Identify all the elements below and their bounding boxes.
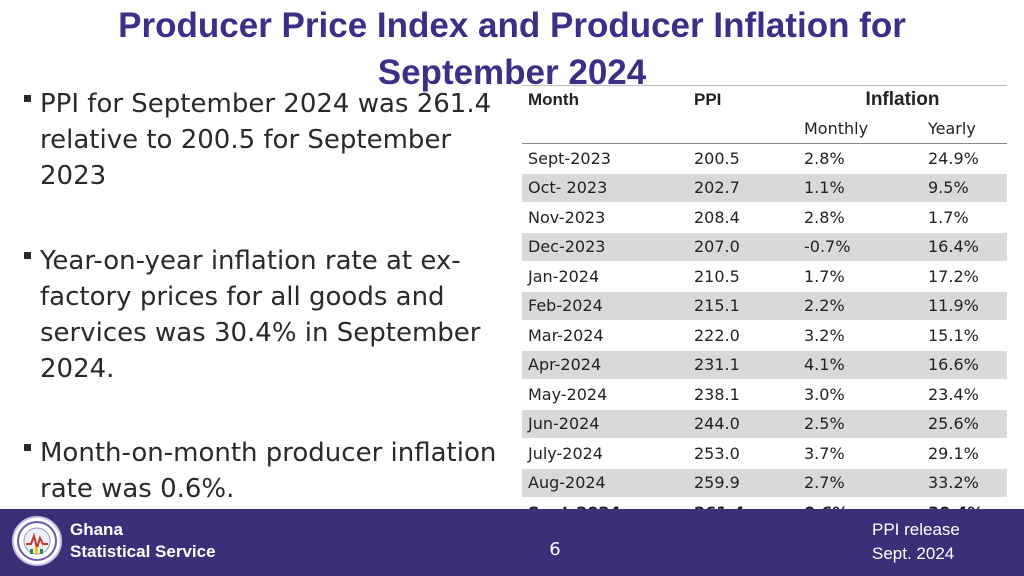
cell-yearly: 25.6% <box>922 409 1007 439</box>
cell-monthly: -0.7% <box>798 232 922 262</box>
bullet-item: Month-on-month producer inflation rate w… <box>24 435 524 507</box>
cell-month: Aug-2024 <box>522 468 688 498</box>
cell-yearly: 33.2% <box>922 468 1007 498</box>
cell-month: Dec-2023 <box>522 232 688 262</box>
release-label-line2: Sept. 2024 <box>872 544 955 563</box>
cell-ppi: 200.5 <box>688 143 798 174</box>
cell-month: Feb-2024 <box>522 291 688 321</box>
cell-yearly: 9.5% <box>922 173 1007 203</box>
cell-monthly: 2.7% <box>798 468 922 498</box>
cell-ppi: 253.0 <box>688 438 798 469</box>
cell-ppi: 259.9 <box>688 468 798 498</box>
footer-bar: Ghana Statistical Service 6 PPI release … <box>0 509 1024 576</box>
table-row: Apr-2024 231.1 4.1% 16.6% <box>522 350 1007 380</box>
header-inflation: Inflation <box>798 85 1007 115</box>
cell-yearly: 23.4% <box>922 379 1007 410</box>
header-ppi: PPI <box>688 85 798 115</box>
cell-yearly: 29.1% <box>922 438 1007 469</box>
ghana-statistical-service-logo-icon <box>12 516 62 566</box>
table-row: Jun-2024 244.0 2.5% 25.6% <box>522 409 1007 439</box>
table-row: Sept-2023 200.5 2.8% 24.9% <box>522 143 1007 174</box>
cell-yearly: 15.1% <box>922 320 1007 351</box>
cell-ppi: 244.0 <box>688 409 798 439</box>
table-row: July-2024 253.0 3.7% 29.1% <box>522 438 1007 469</box>
bullet-text: Year-on-year inflation rate at ex-factor… <box>40 246 481 384</box>
bullet-text: Month-on-month producer inflation rate w… <box>40 438 497 504</box>
cell-yearly: 16.4% <box>922 232 1007 262</box>
cell-monthly: 3.0% <box>798 379 922 410</box>
cell-yearly: 16.6% <box>922 350 1007 380</box>
cell-monthly: 3.2% <box>798 320 922 351</box>
cell-yearly: 24.9% <box>922 143 1007 174</box>
cell-ppi: 222.0 <box>688 320 798 351</box>
table-row: Aug-2024 259.9 2.7% 33.2% <box>522 468 1007 498</box>
cell-monthly: 2.2% <box>798 291 922 321</box>
release-label-line1: PPI release <box>872 520 960 539</box>
cell-yearly: 17.2% <box>922 261 1007 292</box>
table-header-row: Month PPI Inflation <box>522 85 1007 115</box>
cell-monthly: 1.7% <box>798 261 922 292</box>
cell-month: Oct- 2023 <box>522 173 688 203</box>
cell-monthly: 2.5% <box>798 409 922 439</box>
cell-month: Sept-2023 <box>522 143 688 174</box>
cell-yearly: 11.9% <box>922 291 1007 321</box>
cell-monthly: 2.8% <box>798 202 922 233</box>
cell-month: Nov-2023 <box>522 202 688 233</box>
table-row: Jan-2024 210.5 1.7% 17.2% <box>522 261 1007 292</box>
table-row: Mar-2024 222.0 3.2% 15.1% <box>522 320 1007 351</box>
table-row: Feb-2024 215.1 2.2% 11.9% <box>522 291 1007 321</box>
cell-monthly: 4.1% <box>798 350 922 380</box>
org-name-line2: Statistical Service <box>70 542 216 561</box>
cell-month: Apr-2024 <box>522 350 688 380</box>
table-row: Dec-2023 207.0 -0.7% 16.4% <box>522 232 1007 262</box>
header-monthly: Monthly <box>798 114 922 144</box>
bullet-item: PPI for September 2024 was 261.4 relativ… <box>24 86 524 194</box>
cell-month: Jun-2024 <box>522 409 688 439</box>
bullet-square-icon <box>24 444 31 451</box>
bullet-square-icon <box>24 95 31 102</box>
cell-ppi: 202.7 <box>688 173 798 203</box>
cell-monthly: 2.8% <box>798 143 922 174</box>
cell-ppi: 215.1 <box>688 291 798 321</box>
cell-yearly: 1.7% <box>922 202 1007 233</box>
cell-month: May-2024 <box>522 379 688 410</box>
cell-monthly: 3.7% <box>798 438 922 469</box>
cell-month: Jan-2024 <box>522 261 688 292</box>
cell-ppi: 231.1 <box>688 350 798 380</box>
cell-ppi: 207.0 <box>688 232 798 262</box>
bullet-text: PPI for September 2024 was 261.4 relativ… <box>40 89 492 191</box>
bullet-item: Year-on-year inflation rate at ex-factor… <box>24 243 524 387</box>
header-month: Month <box>522 85 688 115</box>
table-row: Oct- 2023 202.7 1.1% 9.5% <box>522 173 1007 203</box>
table-row: Nov-2023 208.4 2.8% 1.7% <box>522 202 1007 233</box>
header-yearly: Yearly <box>922 114 1007 144</box>
cell-ppi: 238.1 <box>688 379 798 410</box>
ppi-table: Month PPI Inflation Monthly Yearly Sept-… <box>522 85 1007 529</box>
page-number: 6 <box>549 539 561 560</box>
table-row: May-2024 238.1 3.0% 23.4% <box>522 379 1007 410</box>
bullet-square-icon <box>24 252 31 259</box>
cell-ppi: 208.4 <box>688 202 798 233</box>
cell-monthly: 1.1% <box>798 173 922 203</box>
cell-ppi: 210.5 <box>688 261 798 292</box>
cell-month: July-2024 <box>522 438 688 469</box>
table-subheader-row: Monthly Yearly <box>522 114 1007 144</box>
org-name-line1: Ghana <box>70 520 123 539</box>
slide-title: Producer Price Index and Producer Inflat… <box>118 6 906 92</box>
table-body: Sept-2023 200.5 2.8% 24.9% Oct- 2023 202.7 1.1… <box>522 143 1007 529</box>
cell-month: Mar-2024 <box>522 320 688 351</box>
